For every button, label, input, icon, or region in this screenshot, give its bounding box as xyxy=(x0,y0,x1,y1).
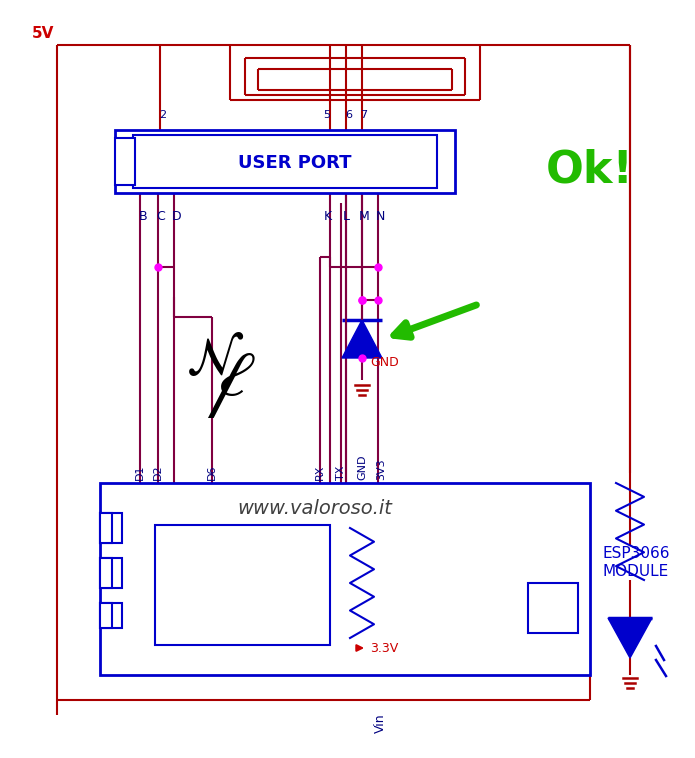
Text: $\mathscr{f}$: $\mathscr{f}$ xyxy=(205,349,255,420)
Bar xyxy=(115,130,455,193)
Text: D6: D6 xyxy=(207,465,217,480)
Bar xyxy=(528,583,578,633)
Text: MODULE: MODULE xyxy=(602,563,669,578)
Text: C: C xyxy=(156,210,165,223)
Polygon shape xyxy=(608,618,652,658)
Text: RX: RX xyxy=(315,465,325,480)
Text: M: M xyxy=(359,210,369,223)
Text: L: L xyxy=(343,210,350,223)
Text: 2: 2 xyxy=(159,110,167,120)
Text: 3.3V: 3.3V xyxy=(370,641,398,654)
Bar xyxy=(100,483,590,675)
Text: ESP3066: ESP3066 xyxy=(602,546,669,560)
Text: D2: D2 xyxy=(153,465,163,480)
Bar xyxy=(100,558,122,588)
Bar xyxy=(100,513,112,543)
Bar xyxy=(155,525,330,645)
Bar xyxy=(115,138,135,185)
Text: D1: D1 xyxy=(135,465,145,480)
Text: www.valoroso.it: www.valoroso.it xyxy=(238,499,393,518)
Text: $\mathcal{N}$: $\mathcal{N}$ xyxy=(186,334,244,386)
Bar xyxy=(100,603,122,628)
Bar xyxy=(133,135,437,188)
Text: 7: 7 xyxy=(361,110,368,120)
Text: N: N xyxy=(375,210,385,223)
Polygon shape xyxy=(342,320,382,358)
Text: GND: GND xyxy=(357,455,367,480)
Text: 6: 6 xyxy=(345,110,352,120)
Text: Ok!: Ok! xyxy=(546,149,634,192)
Text: D: D xyxy=(172,210,182,223)
Text: 5V: 5V xyxy=(32,26,54,41)
Bar xyxy=(100,558,112,588)
Text: Vin: Vin xyxy=(373,713,386,733)
Text: 3V3: 3V3 xyxy=(376,459,386,480)
Text: GND: GND xyxy=(370,356,399,369)
Text: 5: 5 xyxy=(323,110,331,120)
Text: TX: TX xyxy=(336,465,346,480)
Text: B: B xyxy=(139,210,147,223)
Text: USER PORT: USER PORT xyxy=(238,155,352,173)
Text: K: K xyxy=(324,210,332,223)
Bar xyxy=(100,513,122,543)
Bar xyxy=(100,603,112,628)
